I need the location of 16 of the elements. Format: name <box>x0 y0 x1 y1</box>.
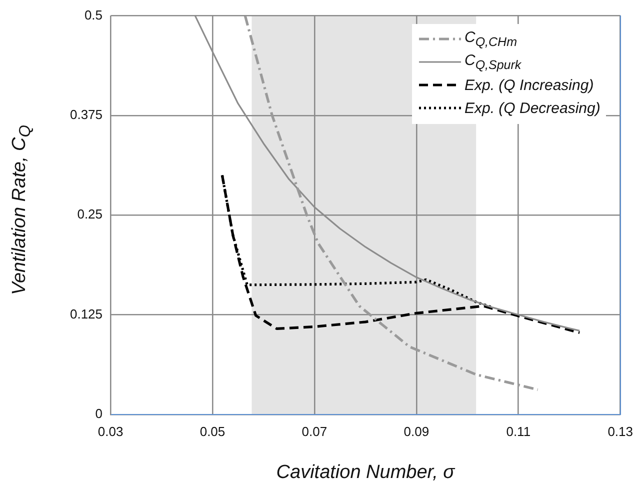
x-tick-label: 0.07 <box>302 424 328 439</box>
y-tick-label: 0.25 <box>77 206 103 222</box>
legend-label: C$_{Q,CHm}$ <box>464 29 517 50</box>
x-tick-label: 0.13 <box>608 424 634 439</box>
legend-label: Exp. (Q Decreasing) <box>464 100 600 117</box>
legend-label: C$_{Q,Spurk}$ <box>464 52 522 72</box>
x-tick-label: 0.03 <box>98 424 124 439</box>
x-tick-label: 0.09 <box>404 424 430 439</box>
legend-label: Exp. (Q Increasing) <box>464 76 594 94</box>
y-tick-label: 0.5 <box>84 7 103 22</box>
y-tick-label: 0 <box>95 406 103 421</box>
x-tick-label: 0.11 <box>506 424 531 439</box>
y-tick-label: 0.125 <box>70 306 103 322</box>
x-tick-label: 0.05 <box>200 424 226 439</box>
y-tick-label: 0.375 <box>70 107 103 122</box>
x-axis-title: Cavitation Number, σ <box>275 462 456 484</box>
